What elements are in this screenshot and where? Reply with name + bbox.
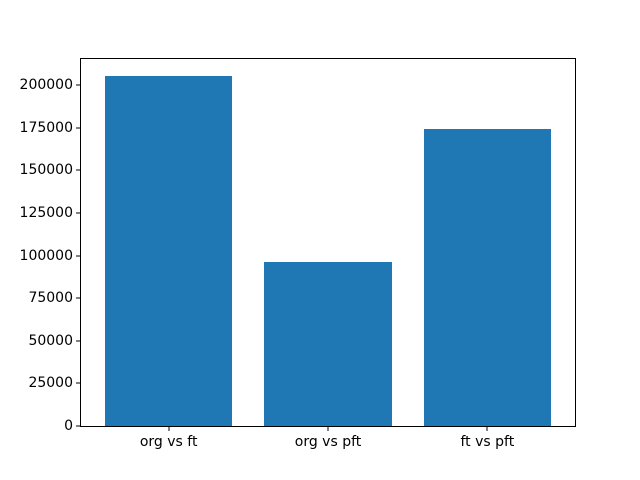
y-axis: 0 25000 50000 75000 100000 125000 150000 175000…	[20, 59, 575, 433]
y-tick-mark	[76, 212, 80, 214]
x-tick-label: org vs pft	[294, 434, 362, 450]
bars-layer	[81, 59, 575, 426]
x-tick-mark	[168, 427, 170, 431]
y-tick-mark	[76, 127, 80, 129]
x-tick-mark	[486, 427, 488, 431]
plot-area: 0 25000 50000 75000 100000 125000 150000 175000…	[20, 58, 576, 449]
y-tick-label: 200000	[19, 77, 73, 94]
y-tick-label: 125000	[19, 204, 73, 221]
y-tick-label: 50000	[28, 332, 73, 349]
y-tick-label: 0	[64, 418, 73, 434]
y-tick-label: 75000	[28, 290, 73, 307]
y-tick-label: 100000	[19, 247, 73, 264]
y-tick-label: 175000	[19, 119, 73, 136]
y-tick-mark	[76, 297, 80, 299]
y-tick-mark	[76, 425, 80, 427]
x-tick-label: org vs ft	[139, 434, 198, 450]
y-tick-mark	[76, 340, 80, 342]
y-tick-mark	[76, 84, 80, 86]
x-tick-label: ft vs pft	[460, 434, 515, 450]
x-tick-mark	[327, 427, 329, 431]
y-tick-label: 150000	[19, 162, 73, 179]
bar-ft-vs-pft	[423, 129, 552, 426]
y-tick-mark	[76, 169, 80, 171]
y-tick-mark	[76, 255, 80, 257]
x-axis: org vs ft org vs pft ft vs pft	[81, 59, 575, 449]
bar-org-vs-ft	[104, 76, 233, 426]
bar-org-vs-pft	[264, 262, 392, 426]
y-tick-mark	[76, 382, 80, 384]
y-tick-label: 25000	[28, 375, 73, 392]
